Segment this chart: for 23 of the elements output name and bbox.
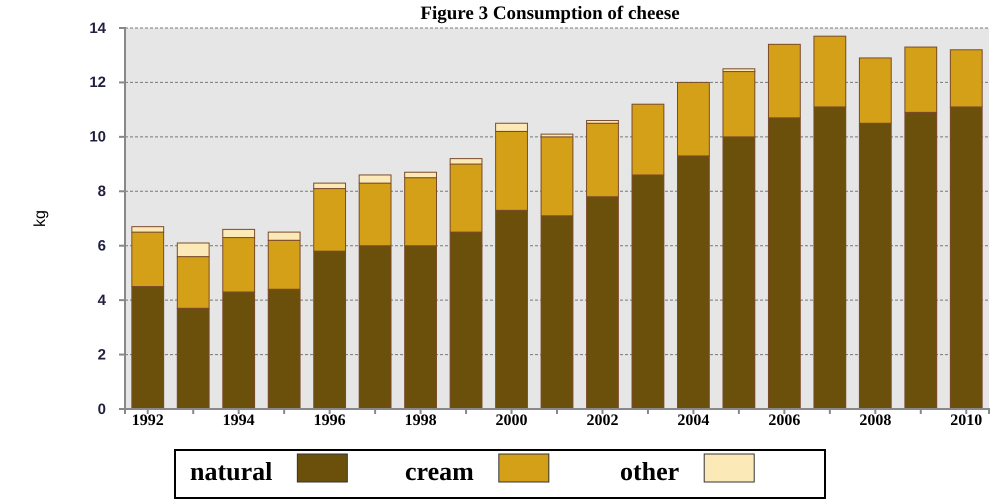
y-tick-label: 10 <box>89 128 106 146</box>
y-tick-label: 8 <box>98 183 106 200</box>
y-tick-label: 14 <box>89 20 107 37</box>
y-axis-title: kg <box>32 210 49 227</box>
x-tick-label: 2006 <box>768 412 800 429</box>
x-tick-label: 2010 <box>950 412 982 429</box>
legend-label: natural <box>190 457 272 486</box>
x-tick-label: 2000 <box>496 412 528 429</box>
x-tick-label: 2008 <box>859 412 892 429</box>
y-tick-label: 4 <box>98 292 107 309</box>
x-tick-label: 1992 <box>132 412 164 429</box>
x-tick-label: 1996 <box>314 412 346 429</box>
legend-label: cream <box>405 457 474 486</box>
legend-label: other <box>620 457 680 486</box>
y-tick-label: 6 <box>98 238 106 255</box>
x-tick-label: 2004 <box>677 412 710 429</box>
chart-title: Figure 3 Consumption of cheese <box>420 3 680 24</box>
x-tick-label: 1998 <box>404 412 437 429</box>
y-tick-label: 2 <box>98 346 106 364</box>
y-tick-label: 0 <box>98 400 106 418</box>
y-tick-label: 12 <box>89 74 106 92</box>
x-tick-label: 1994 <box>222 412 255 429</box>
x-tick-label: 2002 <box>586 412 618 429</box>
